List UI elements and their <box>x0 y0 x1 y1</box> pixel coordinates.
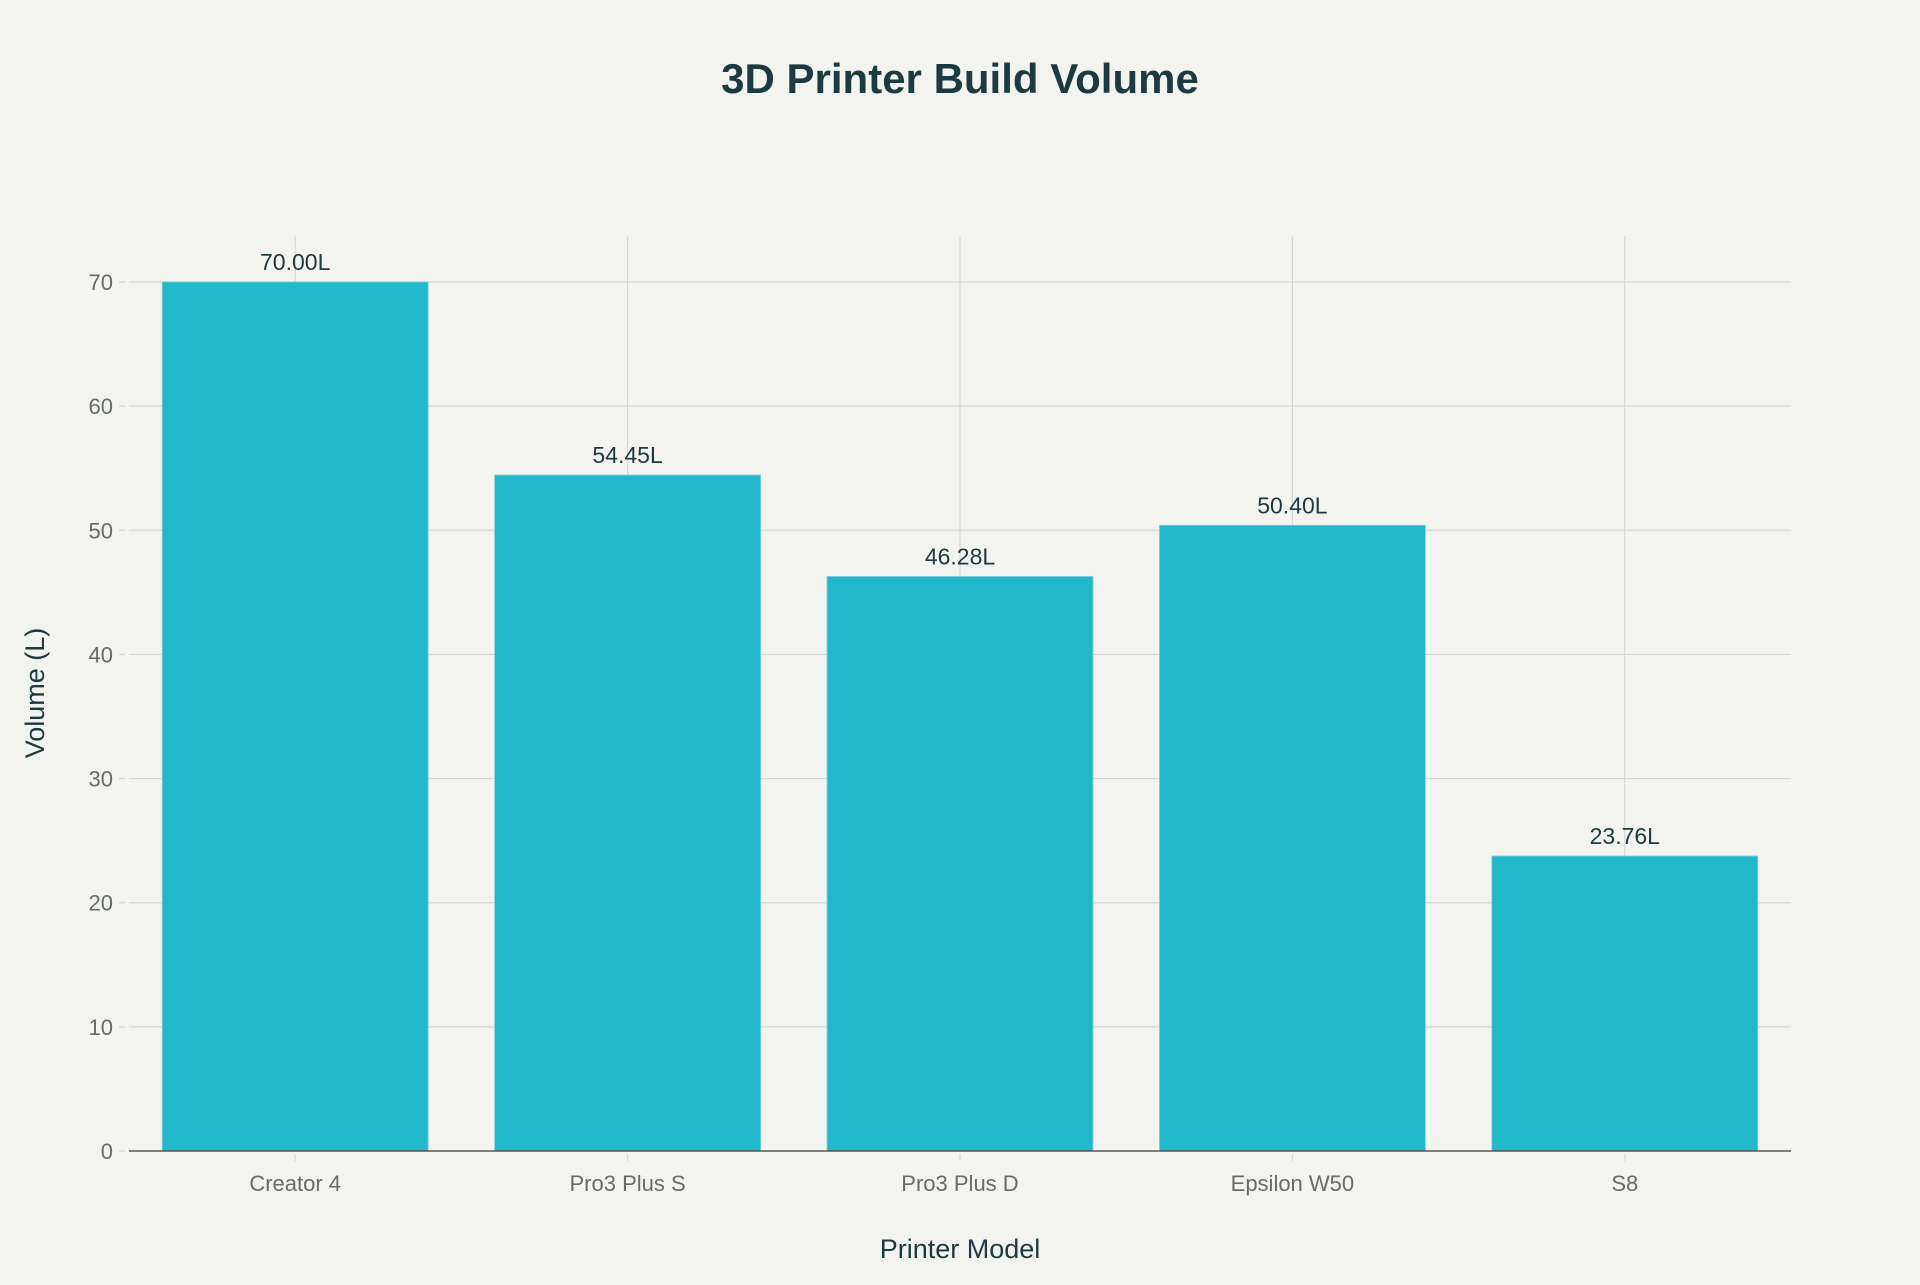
data-labels: 70.00L 54.45L 46.28L 50.40L 23.76L <box>260 249 1660 849</box>
data-label: 70.00L <box>260 249 331 275</box>
bar <box>826 576 1094 1152</box>
x-tick-label: Pro3 Plus D <box>901 1171 1018 1196</box>
data-label: 50.40L <box>1257 492 1328 518</box>
data-label: 23.76L <box>1590 823 1661 849</box>
bar <box>1491 855 1759 1152</box>
y-tick-label: 0 <box>101 1139 113 1164</box>
bars <box>161 281 1759 1152</box>
bar <box>1159 524 1426 1152</box>
y-tick-label: 50 <box>89 518 113 543</box>
bar <box>494 474 761 1152</box>
x-tick-label: Pro3 Plus S <box>570 1171 686 1196</box>
y-tick-label: 40 <box>89 642 113 667</box>
y-tick-label: 30 <box>89 767 113 792</box>
data-label: 54.45L <box>592 442 663 468</box>
y-tick-label: 70 <box>89 270 113 295</box>
x-tick-label: Creator 4 <box>249 1171 341 1196</box>
chart-title: 3D Printer Build Volume <box>721 55 1199 102</box>
data-label: 46.28L <box>925 543 996 569</box>
x-axis-ticks: Creator 4 Pro3 Plus S Pro3 Plus D Epsilon W… <box>249 1154 1638 1196</box>
y-axis-ticks: 0 10 20 30 40 50 60 70 <box>89 270 125 1164</box>
y-tick-label: 20 <box>89 891 113 916</box>
x-tick-label: Epsilon W50 <box>1231 1171 1355 1196</box>
y-tick-label: 10 <box>89 1015 113 1040</box>
bar <box>161 281 429 1152</box>
y-tick-label: 60 <box>89 394 113 419</box>
x-axis-label: Printer Model <box>880 1234 1041 1264</box>
y-axis-label: Volume (L) <box>20 628 50 759</box>
x-tick-label: S8 <box>1611 1171 1638 1196</box>
